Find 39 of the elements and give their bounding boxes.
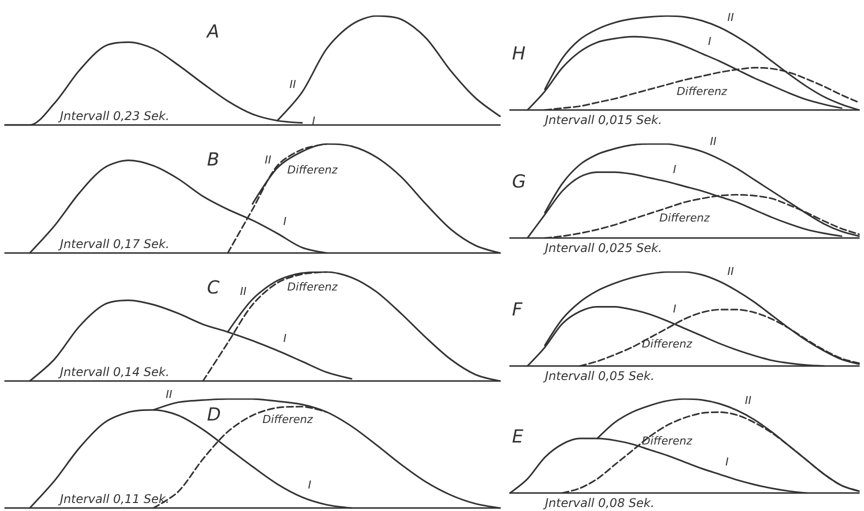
series-label: Differenz — [642, 434, 692, 448]
chart-title: C — [207, 277, 220, 298]
series-label: II — [290, 78, 296, 91]
text: Jntervall 0,015 Sek. — [543, 113, 662, 127]
series-label: I — [673, 162, 676, 176]
text: E — [512, 426, 524, 448]
series-label: I — [673, 302, 676, 315]
series-label: Differenz — [659, 211, 710, 224]
text: Jntervall 0,025 Sek. — [543, 240, 662, 255]
series-label: I — [312, 114, 316, 128]
text: G — [512, 171, 526, 192]
annotation: Jntervall 0,11 Sek. — [58, 492, 170, 506]
series-label: II — [166, 388, 172, 402]
text: Jntervall 0,08 Sek. — [543, 496, 654, 510]
chart-title: D — [207, 404, 221, 426]
series-label: I — [708, 35, 712, 48]
series-label: Differenz — [287, 163, 338, 176]
series-label: II — [710, 134, 716, 148]
series-label: II — [264, 153, 272, 166]
series-label: II — [240, 284, 246, 298]
series-label: I — [725, 456, 729, 469]
annotation: Jntervall 0,23 Sek. — [58, 109, 170, 123]
series-label: II — [727, 264, 734, 278]
series-label: II — [727, 10, 734, 24]
series-label: I — [283, 214, 286, 228]
chart-title: A — [206, 22, 220, 42]
series-label: Differenz — [287, 280, 338, 293]
chart-title: B — [207, 149, 220, 170]
text: Jntervall 0,05 Sek. — [543, 368, 654, 382]
series-label: Differenz — [642, 336, 692, 350]
series-label: I — [283, 331, 286, 344]
annotation: Jntervall 0,17 Sek. — [58, 236, 170, 251]
annotation: Jntervall 0,14 Sek. — [58, 364, 170, 378]
text: H — [512, 44, 526, 64]
series-label: I — [308, 478, 312, 492]
series-label: Differenz — [676, 85, 728, 98]
text: F — [512, 299, 523, 320]
series-label: Differenz — [262, 413, 313, 426]
series-label: II — [744, 394, 752, 408]
